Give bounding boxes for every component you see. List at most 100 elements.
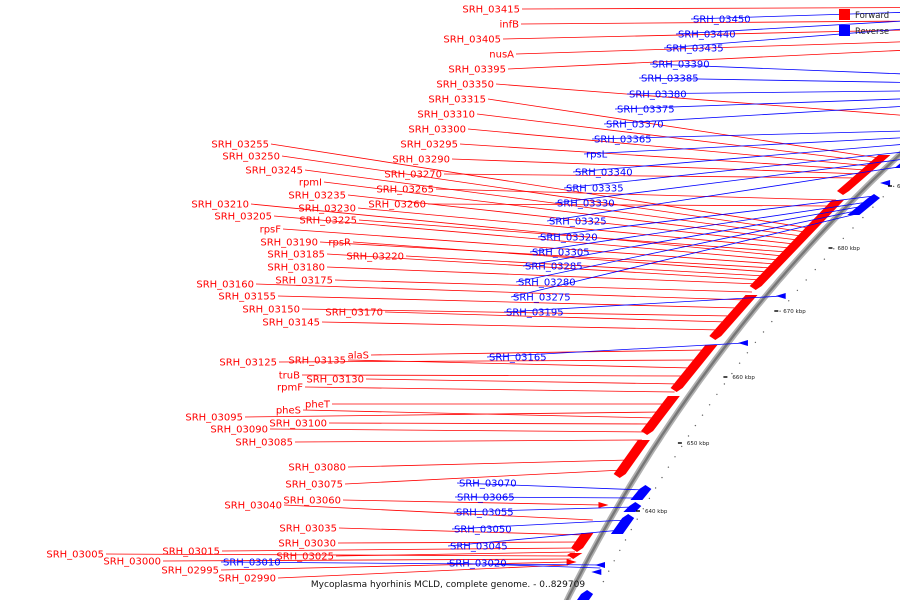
minor-tick: [771, 320, 773, 323]
forward-gene-label-58: SRH_02990: [218, 574, 276, 585]
leader-line: [453, 506, 635, 513]
reverse-gene-label-27: SRH_03010: [223, 558, 281, 569]
leader-line: [301, 308, 733, 317]
reverse-gene-label-2: SRH_03435: [666, 44, 724, 55]
leader-line: [334, 279, 753, 293]
leader-line: [321, 321, 722, 331]
minor-tick: [667, 466, 670, 468]
leader-line: [572, 144, 900, 173]
leader-line: [162, 558, 572, 562]
minor-tick: [731, 372, 733, 375]
leader-line: [487, 98, 880, 159]
forward-gene-block-6: [641, 396, 680, 435]
forward-gene-label-53: SRH_03015: [162, 547, 220, 558]
leader-line: [220, 561, 603, 566]
tick-label: 650 kbp: [687, 441, 710, 447]
leader-line: [277, 295, 739, 309]
reverse-gene-label-21: SRH_03070: [459, 479, 517, 490]
forward-gene-label-2: SRH_03405: [443, 35, 501, 46]
forward-gene-block-2: [837, 155, 891, 195]
reverse-gene-label-6: SRH_03375: [617, 105, 675, 116]
forward-gene-label-51: SRH_03035: [279, 524, 337, 535]
leader-line: [270, 143, 810, 229]
leader-line: [690, 12, 900, 20]
leader-line: [347, 194, 795, 245]
reverse-gene-label-25: SRH_03045: [450, 542, 508, 553]
leader-line: [554, 159, 900, 204]
reverse-gene-label-9: rpsL: [586, 150, 608, 161]
reverse-gene-block-17: [577, 590, 594, 600]
forward-gene-label-34: SRH_03145: [262, 318, 320, 329]
forward-gene-label-31: SRH_03155: [218, 292, 276, 303]
leader-line: [675, 20, 900, 35]
minor-tick: [852, 227, 854, 229]
genome-backbone: [563, 150, 900, 600]
leader-line: [365, 378, 681, 385]
forward-gene-label-0: SRH_03415: [462, 5, 520, 16]
leader-line: [302, 409, 657, 419]
small-gene-arrow-1: [880, 180, 891, 186]
leader-line: [294, 439, 642, 443]
forward-gene-label-19: SRH_03230: [298, 204, 356, 215]
leader-line: [443, 173, 859, 179]
forward-gene-block-9: [567, 553, 583, 559]
leader-line: [614, 98, 900, 110]
minor-tick: [613, 560, 615, 562]
forward-gene-label-45: SRH_03090: [210, 425, 268, 436]
legend-forward-label: Forward: [855, 11, 889, 21]
leader-line: [510, 213, 857, 298]
leader-line: [502, 29, 900, 40]
minor-tick: [723, 383, 726, 385]
forward-gene-label-50: SRH_03040: [224, 501, 282, 512]
forward-gene-label-56: SRH_03000: [103, 557, 161, 568]
forward-gene-label-39: SRH_03130: [306, 375, 364, 386]
forward-gene-label-5: SRH_03350: [436, 80, 494, 91]
leader-line: [328, 422, 653, 425]
forward-gene-label-23: rpsF: [260, 225, 282, 236]
minor-tick: [624, 539, 627, 541]
leader-line: [370, 349, 706, 356]
leader-line: [405, 255, 766, 277]
leader-line: [583, 137, 900, 155]
tick-label: 670 kbp: [783, 309, 806, 315]
leader-line: [649, 63, 900, 75]
leader-line: [358, 219, 787, 253]
small-gene-arrow-7: [591, 569, 602, 575]
reverse-gene-label-8: SRH_03365: [594, 135, 652, 146]
reverse-gene-label-20: SRH_03165: [489, 353, 547, 364]
forward-gene-label-30: SRH_03160: [196, 280, 254, 291]
forward-gene-label-10: SRH_03290: [392, 155, 450, 166]
forward-gene-label-52: SRH_03030: [278, 539, 336, 550]
minor-tick: [602, 580, 605, 583]
leader-line: [282, 228, 777, 265]
leader-line: [301, 374, 687, 377]
forward-gene-label-12: SRH_03265: [376, 185, 434, 196]
leader-line: [337, 541, 581, 544]
minor-tick: [630, 528, 632, 531]
minor-tick: [882, 196, 884, 198]
forward-gene-label-42: SRH_03095: [185, 413, 243, 424]
forward-gene-block-8: [571, 533, 594, 552]
forward-gene-label-38: truB: [279, 371, 300, 382]
leader-line: [603, 106, 900, 125]
leader-line: [454, 496, 640, 499]
legend: Forward Reverse: [839, 9, 889, 37]
leader-line: [283, 504, 593, 521]
minor-tick: [642, 508, 644, 510]
minor-tick: [661, 476, 663, 479]
forward-gene-label-48: SRH_03075: [285, 480, 343, 491]
backbone-line: [565, 152, 900, 600]
reverse-gene-label-15: SRH_03305: [532, 248, 590, 259]
reverse-gene-label-7: SRH_03370: [606, 120, 664, 131]
leader-line: [486, 342, 745, 358]
forward-gene-label-7: SRH_03310: [417, 110, 475, 121]
minor-tick: [833, 248, 835, 250]
leader-line: [447, 529, 622, 547]
forward-gene-label-46: SRH_03085: [235, 438, 293, 449]
leader-line: [347, 359, 693, 369]
forward-gene-label-54: SRH_03025: [276, 552, 334, 563]
leader-line: [591, 130, 900, 140]
forward-gene-label-22: SRH_03205: [214, 212, 272, 223]
forward-gene-label-8: SRH_03300: [408, 125, 466, 136]
